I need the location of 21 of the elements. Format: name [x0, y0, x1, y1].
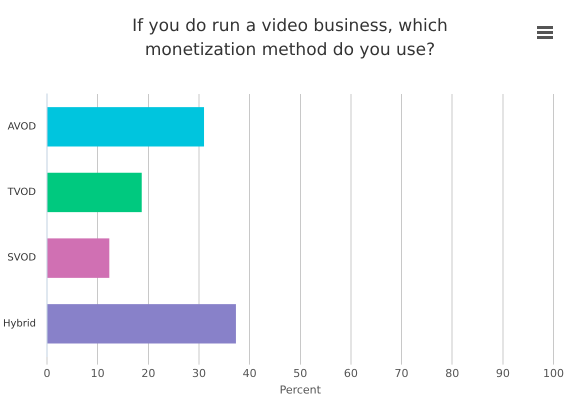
bar — [48, 304, 236, 344]
x-tick-label: 20 — [141, 367, 156, 380]
x-tick-label: 80 — [445, 367, 460, 380]
x-axis-title: Percent — [280, 383, 322, 396]
x-tick-label: 40 — [242, 367, 257, 380]
y-tick-label: TVOD — [6, 187, 36, 198]
x-tick-label: 50 — [293, 367, 308, 380]
x-tick-label: 100 — [543, 367, 564, 380]
bar — [48, 238, 110, 278]
y-tick-label: SVOD — [7, 252, 36, 264]
bar — [48, 172, 142, 212]
x-tick-label: 30 — [192, 367, 206, 380]
chart-title: If you do run a video business, which monetization method do you use? — [131, 15, 449, 62]
y-tick-label: AVOD — [8, 121, 36, 132]
y-tick-label: Hybrid — [2, 318, 36, 330]
bar — [48, 107, 204, 147]
x-tick-label: 0 — [44, 367, 51, 380]
x-tick-label: 60 — [344, 367, 358, 380]
x-tick-label: 90 — [496, 367, 510, 380]
x-tick-label: 70 — [394, 367, 409, 380]
x-tick-label: 10 — [90, 367, 105, 380]
